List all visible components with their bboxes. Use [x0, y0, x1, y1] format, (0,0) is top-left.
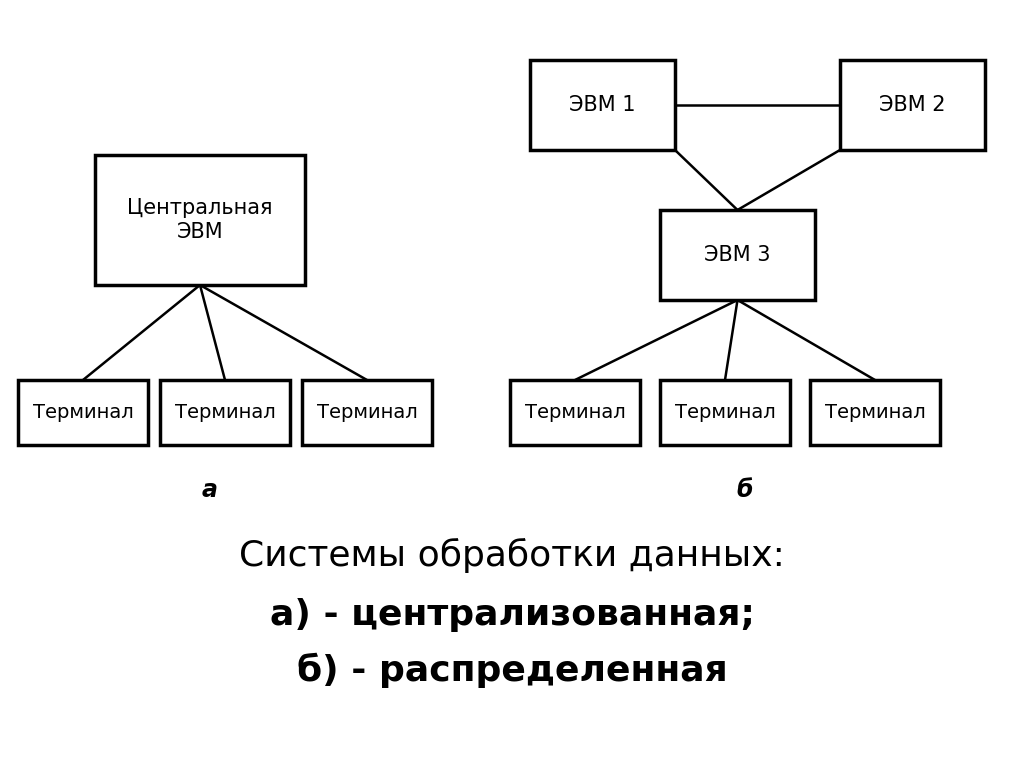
- Text: Терминал: Терминал: [175, 403, 275, 422]
- Text: Терминал: Терминал: [524, 403, 626, 422]
- Text: а) - централизованная;: а) - централизованная;: [269, 598, 755, 632]
- FancyBboxPatch shape: [810, 380, 940, 445]
- Text: б) - распределенная: б) - распределенная: [297, 653, 727, 688]
- FancyBboxPatch shape: [160, 380, 290, 445]
- FancyBboxPatch shape: [840, 60, 985, 150]
- Text: ЭВМ 1: ЭВМ 1: [569, 95, 636, 115]
- Text: Терминал: Терминал: [824, 403, 926, 422]
- FancyBboxPatch shape: [302, 380, 432, 445]
- Text: Системы обработки данных:: Системы обработки данных:: [239, 538, 785, 572]
- Text: Терминал: Терминал: [33, 403, 133, 422]
- FancyBboxPatch shape: [660, 380, 790, 445]
- FancyBboxPatch shape: [510, 380, 640, 445]
- FancyBboxPatch shape: [660, 210, 815, 300]
- Text: а: а: [202, 478, 218, 502]
- Text: Терминал: Терминал: [316, 403, 418, 422]
- Text: б: б: [736, 478, 754, 502]
- Text: Центральная
ЭВМ: Центральная ЭВМ: [127, 199, 272, 242]
- Text: ЭВМ 3: ЭВМ 3: [705, 245, 771, 265]
- FancyBboxPatch shape: [530, 60, 675, 150]
- FancyBboxPatch shape: [95, 155, 305, 285]
- Text: ЭВМ 2: ЭВМ 2: [880, 95, 946, 115]
- FancyBboxPatch shape: [18, 380, 148, 445]
- Text: Терминал: Терминал: [675, 403, 775, 422]
